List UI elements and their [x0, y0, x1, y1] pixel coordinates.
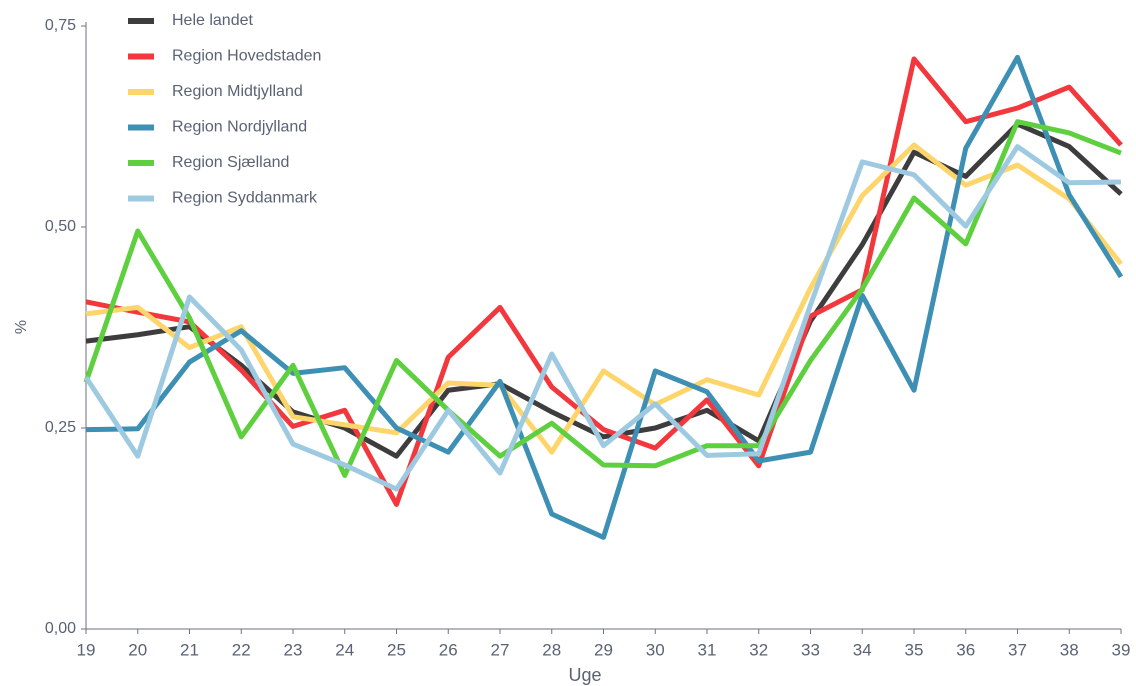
series-line [85, 121, 1123, 459]
x-tick-label: 26 [439, 640, 458, 659]
series-line [83, 119, 1122, 478]
x-tick-label: 30 [646, 640, 665, 659]
x-tick-label: 33 [801, 640, 820, 659]
y-tick-label: 0,00 [45, 620, 76, 637]
x-tick-label: 20 [128, 640, 147, 659]
y-tick-label: 0,25 [45, 419, 76, 436]
y-tick-label: 0,50 [45, 218, 76, 235]
x-tick-label: 21 [180, 640, 199, 659]
x-tick-label: 32 [749, 640, 768, 659]
legend-label: Region Nordjylland [172, 119, 307, 136]
x-tick-label: 35 [905, 640, 924, 659]
series-line [85, 56, 1123, 507]
x-tick-label: 29 [594, 640, 613, 659]
legend-label: Hele landet [172, 12, 254, 29]
y-axis-label: % [13, 320, 30, 334]
legend-label: Region Hovedstaden [172, 48, 321, 65]
x-tick-label: 34 [853, 640, 872, 659]
legend-label: Region Sjælland [172, 154, 289, 171]
series-line [83, 144, 1122, 492]
x-tick-label: 25 [387, 640, 406, 659]
x-tick-label: 23 [284, 640, 303, 659]
x-tick-label: 36 [956, 640, 975, 659]
x-tick-label: 27 [491, 640, 510, 659]
legend-label: Region Syddanmark [172, 190, 318, 207]
x-tick-label: 39 [1112, 640, 1131, 659]
x-tick-label: 24 [335, 640, 354, 659]
x-tick-label: 19 [77, 640, 96, 659]
x-tick-label: 31 [698, 640, 717, 659]
y-tick-label: 0,75 [45, 17, 76, 34]
x-tick-label: 28 [542, 640, 561, 659]
x-axis-label: Uge [568, 665, 601, 685]
x-tick-label: 38 [1060, 640, 1079, 659]
x-tick-label: 37 [1008, 640, 1027, 659]
series-line [85, 142, 1123, 455]
legend-label: Region Midtjylland [172, 83, 303, 100]
x-tick-label: 22 [232, 640, 251, 659]
